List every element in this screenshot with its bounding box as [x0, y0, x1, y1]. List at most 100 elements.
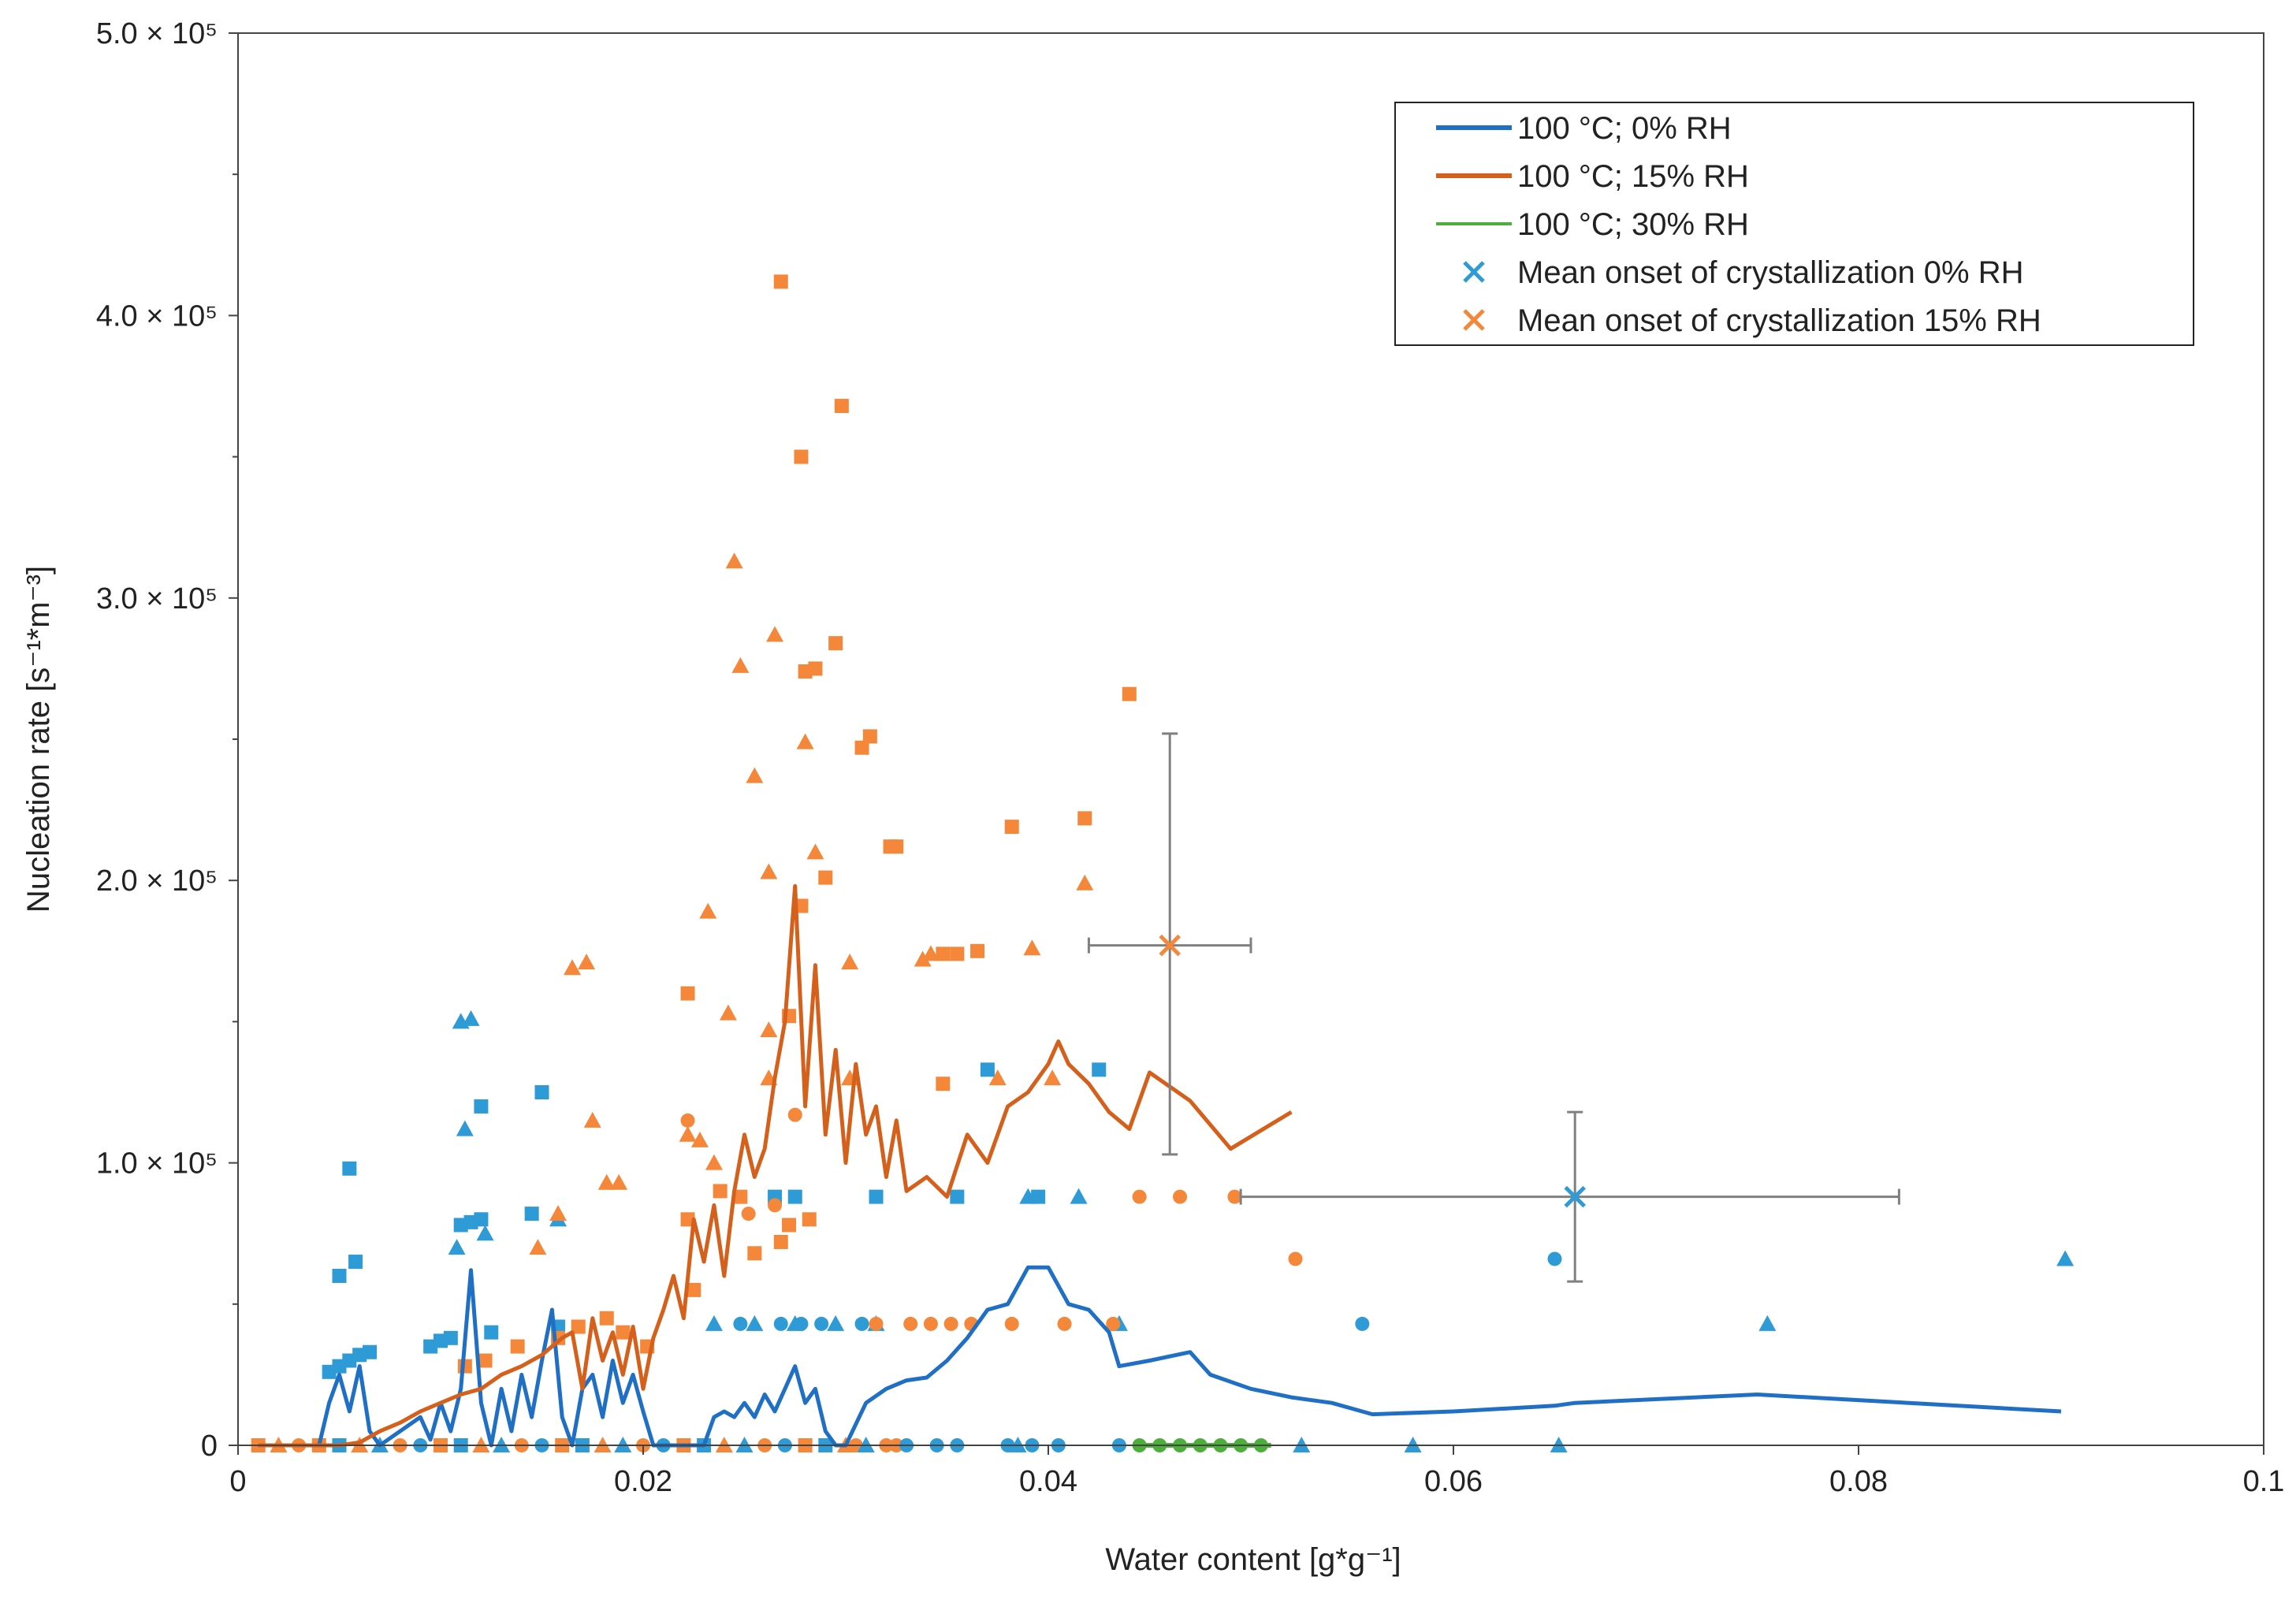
data-point-15-rh-triangles [699, 902, 717, 919]
data-point-15-rh-triangles [988, 1069, 1007, 1086]
data-point-15-rh-circles [1288, 1251, 1303, 1266]
data-point-0-rh-squares [524, 1207, 539, 1222]
data-point-15-rh-circles [923, 1316, 938, 1331]
data-point-0-rh-squares [348, 1255, 363, 1270]
y-tick-label: 2.0 × 10⁵ [96, 865, 218, 898]
data-point-15-rh-triangles [841, 954, 859, 970]
x-tick-label: 0.1 [2243, 1465, 2285, 1498]
x-tick-label: 0 [229, 1465, 246, 1498]
data-point-15-rh-circles [1173, 1189, 1188, 1204]
data-point-0-rh-triangles [462, 1010, 480, 1026]
data-point-15-rh-triangles [583, 1111, 601, 1128]
data-point-15-rh-circles [903, 1316, 918, 1331]
data-point-15-rh-squares [808, 661, 823, 676]
data-point-0-rh-triangles [476, 1225, 494, 1241]
data-point-15-rh-triangles [914, 950, 932, 967]
data-point-15-rh-squares [936, 946, 951, 961]
axes: 0 0.02 0.04 0.06 0.08 0.1 0 1.0 × 10⁵ 2.0 × 10⁵ 3… [96, 17, 2285, 1498]
data-point-15-rh-circles [943, 1316, 958, 1331]
data-point-15-rh-triangles [549, 1205, 567, 1222]
legend-label: Mean onset of crystallization 15% RH [1517, 303, 2041, 338]
data-point-0-rh-triangles [2056, 1250, 2075, 1266]
data-point-15-rh-triangles [796, 733, 814, 749]
data-point-15-rh-circles [1132, 1189, 1147, 1204]
data-point-15-rh-squares [970, 943, 985, 958]
data-point-15-rh-circles [869, 1316, 884, 1331]
legend-label: 100 °C; 15% RH [1517, 159, 1749, 194]
data-point-15-rh-squares [1122, 686, 1137, 701]
data-point-15-rh-squares [733, 1189, 748, 1204]
data-point-15-rh-triangles [578, 954, 596, 970]
data-point-15-rh-circles [741, 1207, 756, 1222]
data-point-15-rh-squares [616, 1325, 631, 1340]
data-point-0-rh-squares [363, 1344, 378, 1359]
series-line-100-c-0-rh [258, 1265, 2062, 1448]
data-point-15-rh-triangles [725, 552, 743, 569]
data-point-0-rh-triangles [1019, 1188, 1037, 1204]
legend: 100 °C; 0% RH 100 °C; 15% RH 100 °C; 30% R… [1394, 102, 2194, 346]
data-point-15-rh-squares [1004, 820, 1019, 835]
y-tick-label: 4.0 × 10⁵ [96, 299, 218, 333]
data-point-15-rh-triangles [564, 959, 582, 976]
data-point-15-rh-triangles [679, 1125, 697, 1142]
data-point-15-rh-triangles [1023, 939, 1041, 956]
data-point-0-rh-squares [443, 1330, 458, 1345]
data-point-15-rh-triangles [731, 656, 750, 673]
data-point-15-rh-squares [773, 1234, 788, 1249]
data-point-0-rh-squares [950, 1189, 965, 1204]
data-point-15-rh-squares [680, 1212, 695, 1227]
data-point-0-rh-triangles [456, 1120, 474, 1136]
data-point-0-rh-circles [794, 1316, 809, 1331]
data-point-15-rh-squares [782, 1218, 797, 1233]
data-point-15-rh-triangles [766, 626, 784, 642]
data-point-0-rh-squares [484, 1325, 499, 1340]
x-tick-label: 0.08 [1829, 1465, 1888, 1498]
data-point-0-rh-squares [474, 1099, 489, 1114]
x-tick-label: 0.04 [1019, 1465, 1077, 1498]
data-point-15-rh-triangles [921, 945, 940, 961]
data-point-0-rh-triangles [1070, 1188, 1088, 1204]
data-point-15-rh-squares [936, 1077, 951, 1091]
data-point-0-rh-squares [534, 1085, 549, 1099]
data-point-15-rh-triangles [610, 1173, 628, 1190]
data-point-15-rh-squares [862, 729, 877, 744]
y-tick-label: 5.0 × 10⁵ [96, 17, 218, 50]
data-point-15-rh-squares [687, 1282, 701, 1297]
legend-swatch-x-stroke [1463, 261, 1485, 283]
data-point-15-rh-triangles [597, 1173, 616, 1190]
data-point-15-rh-triangles [690, 1131, 709, 1147]
y-tick-label: 1.0 × 10⁵ [96, 1147, 218, 1181]
data-point-15-rh-squares [478, 1353, 493, 1368]
data-point-15-rh-squares [773, 274, 788, 289]
data-point-15-rh-triangles [806, 843, 824, 860]
data-point-0-rh-triangles [448, 1239, 466, 1255]
data-point-15-rh-squares [510, 1339, 525, 1354]
data-point-15-rh-squares [747, 1246, 762, 1261]
x-tick-label: 0.06 [1424, 1465, 1483, 1498]
data-point-0-rh-triangles [705, 1315, 723, 1331]
mean-onset-marker-mean-onset-of-crystallization-0-rh-stroke [1564, 1185, 1586, 1208]
mean-onset-marker-mean-onset-of-crystallization-15-rh-stroke [1159, 934, 1181, 957]
data-point-15-rh-squares [571, 1319, 586, 1334]
data-point-0-rh-squares [332, 1268, 347, 1283]
data-point-15-rh-squares [713, 1184, 728, 1199]
data-point-15-rh-circles [1227, 1189, 1242, 1204]
data-point-0-rh-circles [1355, 1316, 1370, 1331]
data-point-15-rh-circles [1057, 1316, 1072, 1331]
data-point-15-rh-circles [1004, 1316, 1019, 1331]
data-point-0-rh-circles [1547, 1251, 1562, 1266]
data-point-15-rh-triangles [746, 767, 764, 783]
x-tick-label: 0.02 [614, 1465, 672, 1498]
data-point-0-rh-squares [980, 1062, 995, 1077]
data-point-0-rh-squares [342, 1161, 357, 1176]
y-tick-label: 0 [201, 1430, 218, 1463]
data-point-15-rh-circles [787, 1107, 802, 1122]
legend-swatch-x [1463, 261, 1485, 283]
data-point-15-rh-squares [680, 986, 695, 1001]
data-point-15-rh-triangles [1076, 874, 1094, 891]
data-point-0-rh-circles [854, 1316, 869, 1331]
mean-onset-marker-mean-onset-of-crystallization-15-rh [1159, 934, 1181, 957]
data-point-0-rh-triangles [827, 1315, 845, 1331]
series-line-100-c-15-rh [258, 883, 1293, 1448]
data-point-15-rh-squares [828, 636, 843, 651]
